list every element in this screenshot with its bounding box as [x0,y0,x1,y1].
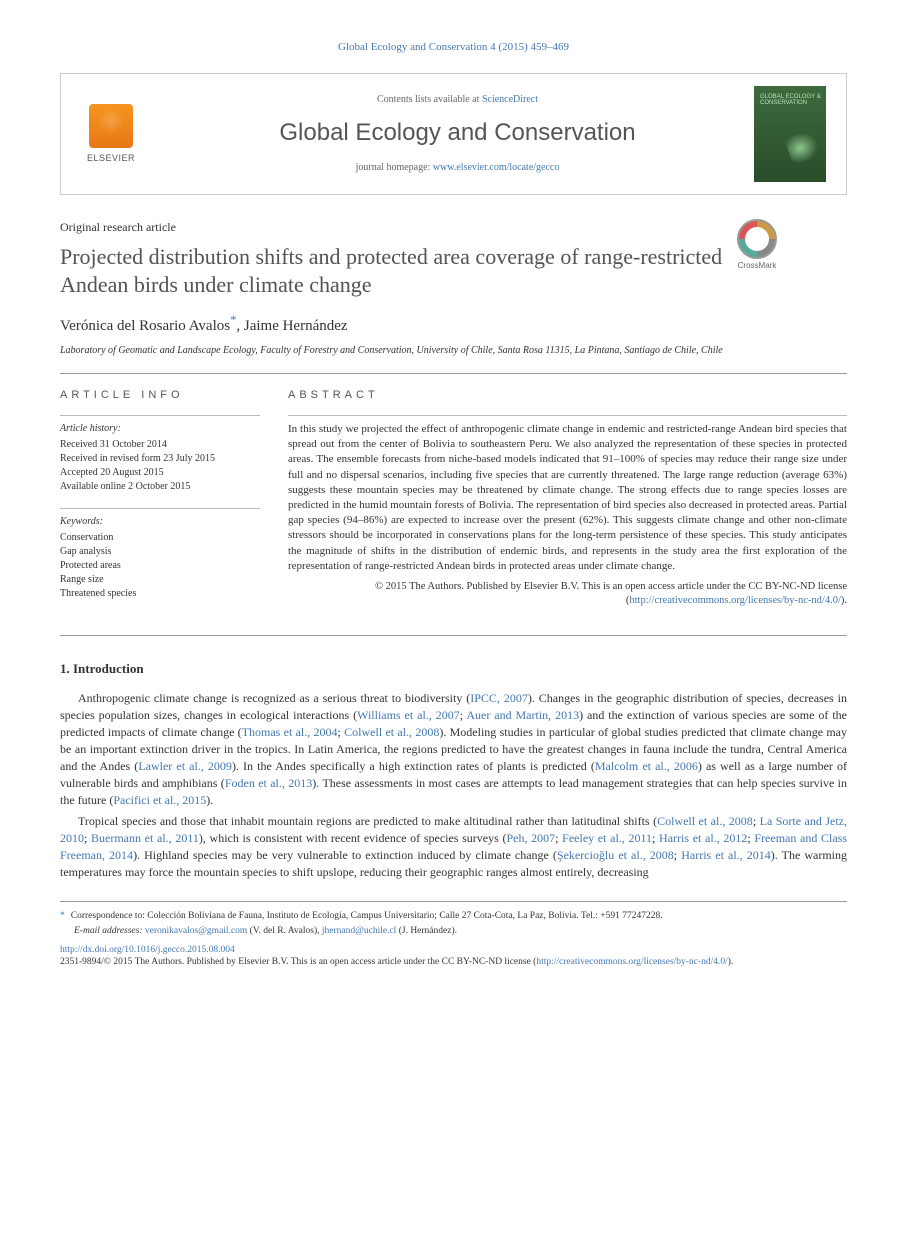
keyword: Range size [60,573,260,587]
abstract-heading: abstract [288,388,847,403]
homepage-prefix: journal homepage: [356,162,433,173]
citation[interactable]: Colwell et al., 2008 [344,725,439,739]
citation[interactable]: Foden et al., 2013 [225,776,312,790]
footnote-asterisk: * [60,910,65,923]
header-citation: Global Ecology and Conservation 4 (2015)… [60,40,847,55]
issn-copyright-line: 2351-9894/© 2015 The Authors. Published … [60,956,847,969]
divider-bottom [60,635,847,636]
correspondence-text: Correspondence to: Colección Boliviana d… [71,910,663,923]
elsevier-logo[interactable]: ELSEVIER [81,99,141,169]
keyword: Conservation [60,531,260,545]
citation[interactable]: Lawler et al., 2009 [138,759,232,773]
intro-paragraph-2: Tropical species and those that inhabit … [60,813,847,881]
article-info-column: article info Article history: Received 3… [60,388,260,615]
crossmark-icon [737,219,777,259]
abstract-column: abstract In this study we projected the … [288,388,847,615]
author-2: , Jaime Hernández [236,318,347,334]
citation[interactable]: IPCC, 2007 [470,691,528,705]
history-line: Received 31 October 2014 [60,438,260,452]
contents-prefix: Contents lists available at [377,94,482,105]
citation[interactable]: Colwell et al., 2008 [657,814,753,828]
journal-cover-thumbnail[interactable]: GLOBAL ECOLOGY & CONSERVATION [754,86,826,182]
email-link-2[interactable]: jhernand@uchile.cl [322,926,396,936]
license-link[interactable]: http://creativecommons.org/licenses/by-n… [629,595,841,606]
contents-line: Contents lists available at ScienceDirec… [161,93,754,107]
footnotes: * Correspondence to: Colección Boliviana… [60,901,847,969]
citation[interactable]: Williams et al., 2007 [357,708,460,722]
email-link-1[interactable]: veronikavalos@gmail.com [145,926,247,936]
email-who-1: (V. del R. Avalos), [247,926,322,936]
citation[interactable]: Harris et al., 2012 [659,831,747,845]
doi-line: http://dx.doi.org/10.1016/j.gecco.2015.0… [60,944,847,957]
history-line: Accepted 20 August 2015 [60,466,260,480]
info-divider-1 [60,415,260,416]
citation[interactable]: Şekercioğlu et al., 2008 [557,848,674,862]
keywords-label: Keywords: [60,515,260,529]
citation[interactable]: Auer and Martin, 2013 [466,708,579,722]
keyword: Gap analysis [60,545,260,559]
keyword: Threatened species [60,587,260,601]
history-label: Article history: [60,422,260,436]
abstract-copyright: © 2015 The Authors. Published by Elsevie… [288,580,847,608]
author-1: Verónica del Rosario Avalos [60,318,230,334]
citation[interactable]: Peh, 2007 [506,831,555,845]
footer-license-link[interactable]: http://creativecommons.org/licenses/by-n… [536,957,727,967]
article-history-block: Article history: Received 31 October 201… [60,422,260,494]
divider-top [60,373,847,374]
abstract-text: In this study we projected the effect of… [288,422,847,574]
history-line: Available online 2 October 2015 [60,480,260,494]
email-who-2: (J. Hernández). [396,926,457,936]
crossmark-badge[interactable]: CrossMark [727,219,787,272]
sciencedirect-link[interactable]: ScienceDirect [482,94,538,105]
correspondence-footnote: * Correspondence to: Colección Boliviana… [60,910,847,923]
title-block: CrossMark Original research article Proj… [60,219,847,298]
homepage-line: journal homepage: www.elsevier.com/locat… [161,161,754,175]
info-abstract-columns: article info Article history: Received 3… [60,388,847,615]
journal-name: Global Ecology and Conservation [161,117,754,149]
doi-link[interactable]: http://dx.doi.org/10.1016/j.gecco.2015.0… [60,945,235,955]
intro-paragraph-1: Anthropogenic climate change is recogniz… [60,690,847,809]
authors-line: Verónica del Rosario Avalos*, Jaime Hern… [60,312,847,336]
homepage-link[interactable]: www.elsevier.com/locate/gecco [433,162,560,173]
elsevier-label: ELSEVIER [87,152,135,164]
issn-text: 2351-9894/© 2015 The Authors. Published … [60,957,536,967]
keyword: Protected areas [60,559,260,573]
citation[interactable]: Thomas et al., 2004 [242,725,338,739]
citation[interactable]: Malcolm et al., 2006 [595,759,698,773]
info-divider-2 [60,508,260,509]
email-footnote: E-mail addresses: veronikavalos@gmail.co… [60,925,847,938]
abstract-divider [288,415,847,416]
article-info-heading: article info [60,388,260,403]
crossmark-label: CrossMark [738,261,777,270]
history-line: Received in revised form 23 July 2015 [60,452,260,466]
citation[interactable]: Harris et al., 2014 [681,848,771,862]
journal-header-box: ELSEVIER Contents lists available at Sci… [60,73,847,195]
affiliation: Laboratory of Geomatic and Landscape Eco… [60,344,847,357]
citation[interactable]: Feeley et al., 2011 [562,831,652,845]
keywords-block: Keywords: Conservation Gap analysis Prot… [60,515,260,601]
copyright-close: ). [841,595,847,606]
citation[interactable]: Pacifici et al., 2015 [113,793,206,807]
email-label: E-mail addresses: [74,926,143,936]
section-1-heading: 1. Introduction [60,660,847,678]
cover-title: GLOBAL ECOLOGY & CONSERVATION [760,94,826,107]
cover-lizard-icon [784,128,822,166]
header-center: Contents lists available at ScienceDirec… [161,93,754,174]
issn-close: ). [728,957,734,967]
elsevier-tree-icon [89,104,133,148]
citation[interactable]: Buermann et al., 2011 [91,831,199,845]
